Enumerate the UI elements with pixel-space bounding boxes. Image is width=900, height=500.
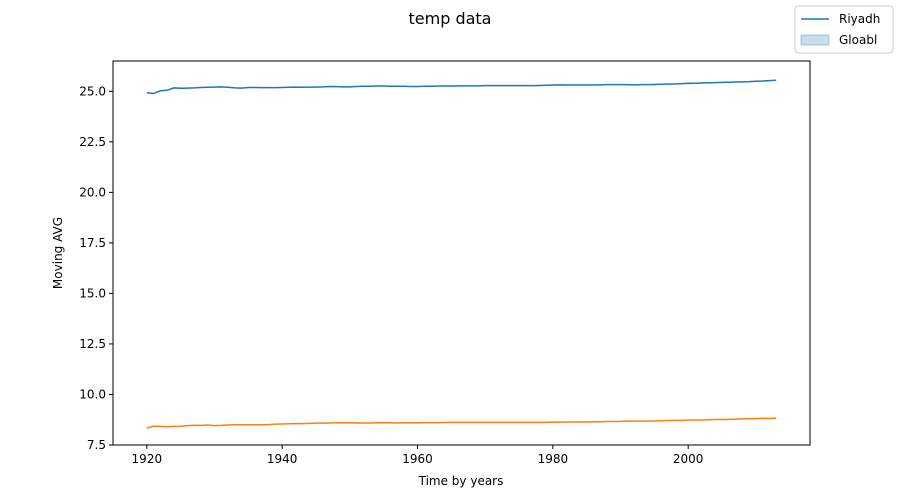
series-layer <box>146 79 777 429</box>
plot-frame <box>112 60 811 446</box>
series-line-2 <box>146 417 777 429</box>
y-tick-label: 25.0 <box>79 84 106 98</box>
x-axis-ticks: 1920 1940 1960 1980 2000 <box>132 445 704 466</box>
y-tick-label: 22.5 <box>79 135 106 149</box>
x-tick-label: 1940 <box>267 452 298 466</box>
y-axis-ticks: 7.5 10.0 12.5 15.0 17.5 20.0 22.5 25.0 <box>79 84 113 452</box>
x-tick-label: 1920 <box>132 452 163 466</box>
legend-label-riyadh: Riyadh <box>839 12 880 26</box>
legend-swatch-gloabl <box>800 34 830 46</box>
series-line-1 <box>146 79 777 95</box>
y-tick-label: 12.5 <box>79 337 106 351</box>
y-tick-label: 20.0 <box>79 185 106 199</box>
y-tick-label: 15.0 <box>79 286 106 300</box>
legend: Riyadh Gloabl <box>794 5 894 54</box>
x-tick-label: 1960 <box>402 452 433 466</box>
legend-label-gloabl: Gloabl <box>839 33 877 47</box>
x-tick-label: 1980 <box>538 452 569 466</box>
x-axis-label: Time by years <box>418 474 504 488</box>
y-axis-label: Moving AVG <box>51 217 65 289</box>
y-tick-label: 7.5 <box>87 438 106 452</box>
y-tick-label: 10.0 <box>79 387 106 401</box>
chart-title: temp data <box>409 9 492 28</box>
y-tick-label: 17.5 <box>79 236 106 250</box>
x-tick-label: 2000 <box>673 452 704 466</box>
legend-frame <box>794 5 894 54</box>
